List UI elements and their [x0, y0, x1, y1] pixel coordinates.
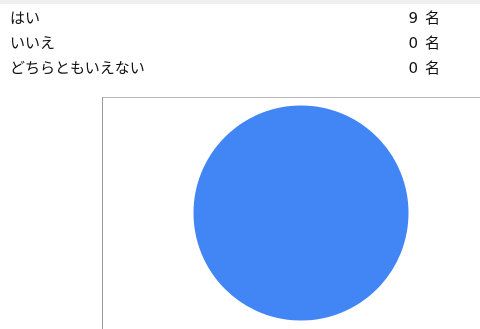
pie-chart: [192, 104, 410, 322]
count-unit: 名: [424, 59, 440, 77]
answer-label: いいえ: [10, 34, 56, 52]
count-value: 9: [408, 9, 418, 27]
pie-slice-1: [192, 104, 410, 322]
count-value: 0: [408, 59, 418, 77]
count-unit: 名: [424, 9, 440, 27]
count-unit: 名: [424, 34, 440, 52]
answer-label: はい: [10, 9, 41, 27]
top-divider: [0, 0, 480, 4]
pie-chart-panel: [102, 97, 480, 329]
count-value: 0: [408, 34, 418, 52]
answer-label: どちらともいえない: [10, 59, 145, 77]
